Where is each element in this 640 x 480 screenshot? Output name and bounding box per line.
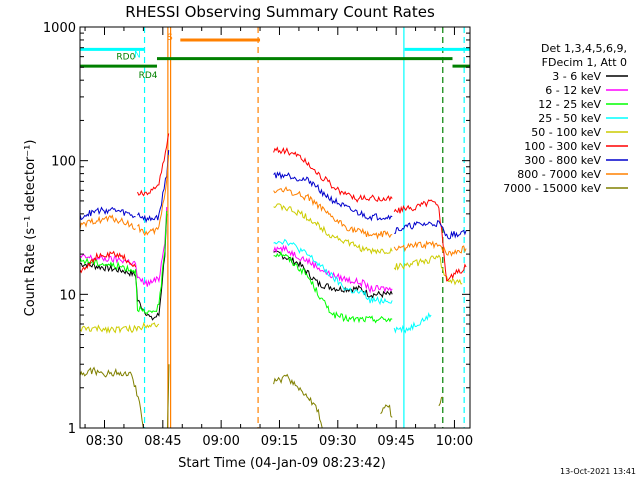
- x-tick-label-6: 10:00: [436, 434, 473, 449]
- legend-label-50-100: 50 - 100 keV: [531, 126, 601, 139]
- flag-label-rd4: RD4: [139, 71, 158, 81]
- x-tick-label-3: 09:15: [261, 434, 298, 449]
- series-line-50-100-seg1: [273, 203, 393, 255]
- series-lines: [79, 133, 467, 429]
- series-line-100-300-seg2: [273, 146, 393, 203]
- series-line-800-7000-seg2: [273, 186, 393, 240]
- footer-date: 13-Oct-2021 13:41: [560, 467, 636, 476]
- legend: Det 1,3,4,5,6,9, FDecim 1, Att 0 3 - 6 k…: [503, 42, 628, 195]
- legend-header-line-2: FDecim 1, Att 0: [542, 56, 627, 69]
- flag-label-n: N: [134, 50, 141, 60]
- x-axis-label: Start Time (04-Jan-09 08:23:42): [178, 456, 386, 471]
- x-tick-label-5: 09:45: [377, 434, 414, 449]
- legend-label-800-7000: 800 - 7000 keV: [517, 168, 601, 181]
- series-line-300-800-seg1: [137, 150, 170, 224]
- y-tick-label-3: 1000: [43, 21, 76, 36]
- y-tick-label-2: 100: [51, 155, 76, 170]
- series-line-300-800-seg2: [273, 171, 393, 222]
- series-line-3-6-seg1: [273, 250, 393, 299]
- x-tick-label-4: 09:30: [319, 434, 356, 449]
- legend-label-6-12: 6 - 12 keV: [545, 84, 601, 97]
- x-tick-label-2: 09:00: [202, 434, 239, 449]
- series-line-7000-15000-seg3: [380, 404, 393, 418]
- y-axis-label: Count Rate (s⁻¹ detector⁻¹): [23, 140, 38, 317]
- series-line-100-300-seg1: [137, 133, 170, 197]
- x-tick-label-0: 08:30: [86, 434, 123, 449]
- series-line-7000-15000-seg2: [273, 373, 323, 429]
- x-tick-label-1: 08:45: [144, 434, 181, 449]
- series-line-7000-15000-seg1: [167, 364, 170, 429]
- legend-label-25-50: 25 - 50 keV: [538, 112, 601, 125]
- y-tick-label-0: 1: [68, 422, 76, 437]
- series-line-50-100-seg2: [393, 254, 463, 286]
- series-line-12-25-seg1: [273, 250, 393, 324]
- plot-area: [143, 27, 465, 428]
- series-line-300-800-seg0: [79, 206, 136, 221]
- y-tick-label-1: 10: [59, 288, 76, 303]
- plot-frame: [79, 26, 471, 429]
- flag-label-rd0: RD0: [116, 53, 135, 63]
- legend-header-line-1: Det 1,3,4,5,6,9,: [541, 42, 627, 55]
- axes: 1 10 100 1000 08:30 08:45 09:00 09:15 09:30 09:45…: [43, 21, 473, 449]
- legend-label-12-25: 12 - 25 keV: [538, 98, 601, 111]
- series-line-800-7000-seg0: [79, 214, 136, 231]
- legend-label-300-800: 300 - 800 keV: [524, 154, 601, 167]
- chart-title: RHESSI Observing Summary Count Rates: [125, 3, 435, 21]
- series-line-100-300-seg3: [393, 199, 467, 282]
- series-line-50-100-seg0: [79, 321, 160, 335]
- series-line-6-12-seg1: [273, 244, 393, 294]
- series-line-12-25-seg0: [79, 210, 168, 315]
- series-line-800-7000-seg3: [393, 240, 467, 257]
- series-line-100-300-seg0: [79, 250, 137, 274]
- series-line-7000-15000-seg0: [79, 366, 144, 429]
- legend-label-100-300: 100 - 300 keV: [524, 140, 601, 153]
- flag-label-s: S: [167, 33, 173, 43]
- series-line-300-800-seg3: [394, 219, 467, 240]
- flag-bars: N S RD0 RD4: [80, 33, 470, 81]
- legend-label-7000-15000: 7000 - 15000 keV: [503, 182, 601, 195]
- series-line-25-50-seg0: [273, 238, 393, 306]
- series-line-25-50-seg1: [393, 312, 432, 334]
- series-line-7000-15000-seg4: [438, 396, 443, 407]
- legend-label-3-6: 3 - 6 keV: [552, 70, 601, 83]
- series-line-800-7000-seg1: [137, 155, 170, 237]
- series-line-6-12-seg0: [79, 206, 168, 287]
